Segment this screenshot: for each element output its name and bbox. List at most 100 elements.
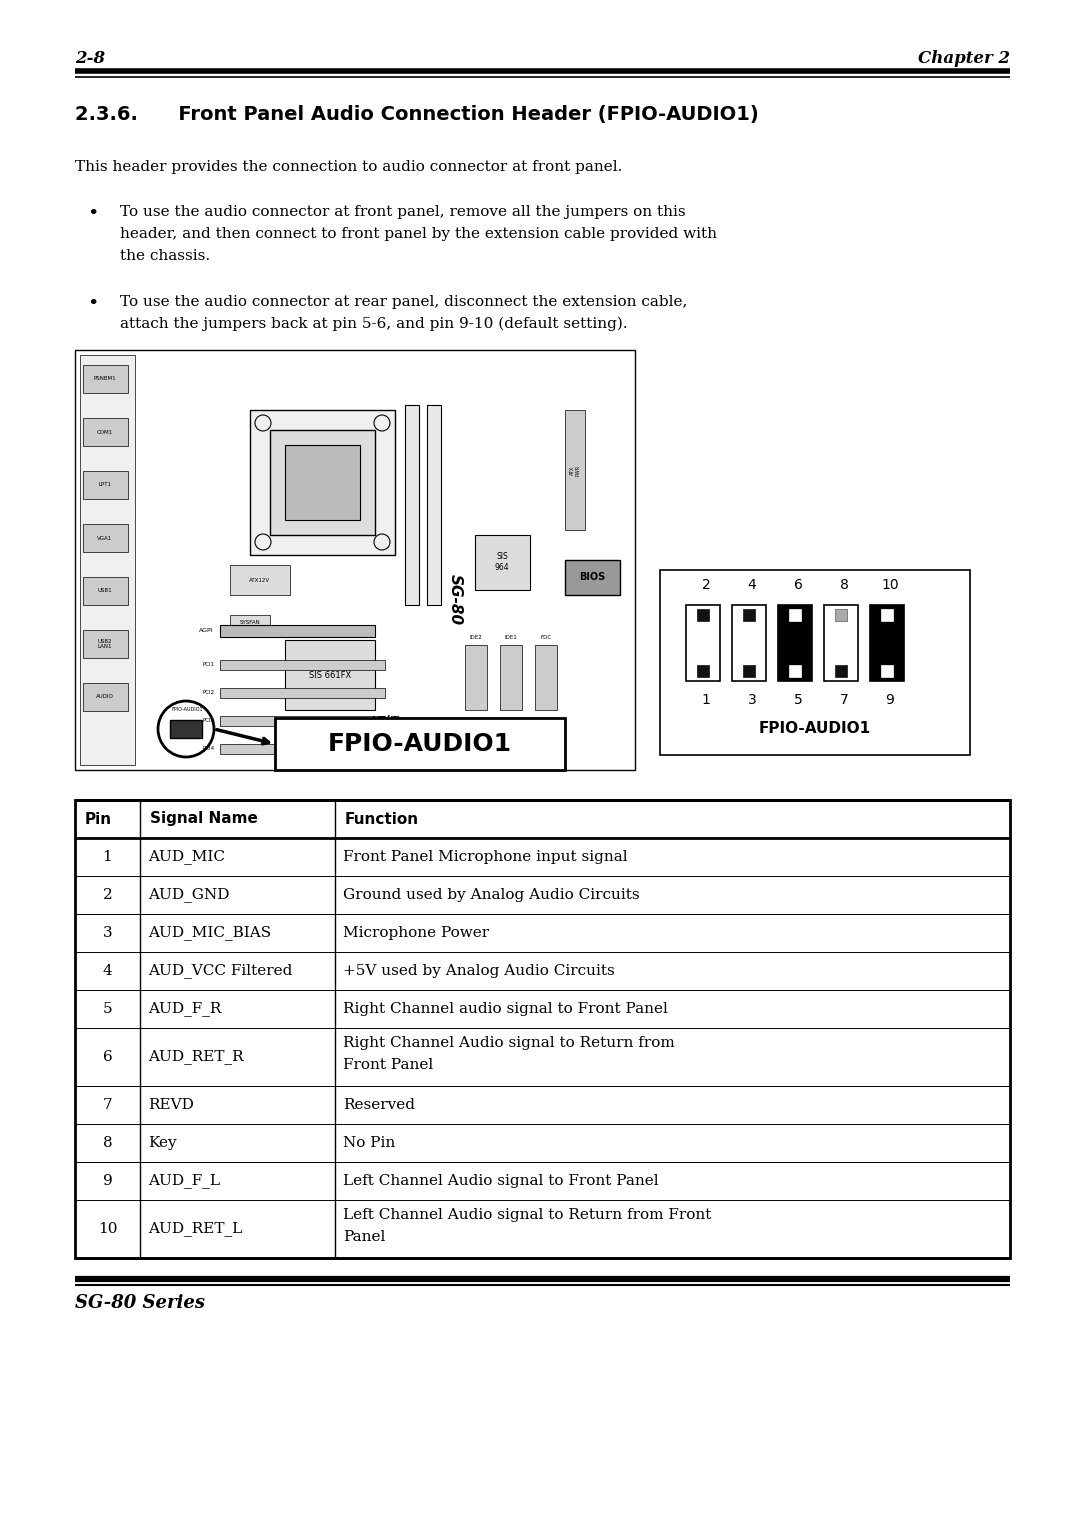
Text: 2: 2 bbox=[702, 578, 711, 592]
Bar bbox=[535, 645, 557, 709]
Bar bbox=[230, 615, 270, 630]
Bar bbox=[75, 800, 1010, 1258]
Text: 8: 8 bbox=[103, 1136, 112, 1150]
Text: No Pin: No Pin bbox=[343, 1136, 395, 1150]
Text: ABiT.: ABiT. bbox=[368, 714, 402, 725]
Bar bbox=[835, 665, 847, 677]
Text: 7: 7 bbox=[839, 693, 849, 706]
Bar bbox=[427, 405, 441, 605]
Bar bbox=[75, 350, 635, 771]
Bar bbox=[285, 445, 360, 520]
Text: 8: 8 bbox=[839, 578, 849, 592]
Bar bbox=[565, 560, 620, 595]
Text: •: • bbox=[87, 295, 98, 313]
Text: SIS 661FX: SIS 661FX bbox=[309, 671, 351, 679]
Text: Function: Function bbox=[345, 812, 419, 827]
Bar bbox=[465, 645, 487, 709]
Text: IDE2: IDE2 bbox=[470, 635, 483, 641]
Text: 3: 3 bbox=[103, 927, 112, 940]
Bar bbox=[789, 609, 801, 621]
Text: COM1: COM1 bbox=[97, 430, 113, 434]
Text: IDE1: IDE1 bbox=[504, 635, 517, 641]
Text: 6: 6 bbox=[794, 578, 802, 592]
Text: the chassis.: the chassis. bbox=[120, 249, 211, 263]
Text: Ground used by Analog Audio Circuits: Ground used by Analog Audio Circuits bbox=[343, 888, 639, 902]
Text: USB1: USB1 bbox=[97, 589, 112, 593]
Text: 2: 2 bbox=[103, 888, 112, 902]
Text: Left Channel Audio signal to Front Panel: Left Channel Audio signal to Front Panel bbox=[343, 1174, 659, 1188]
Text: Chapter 2: Chapter 2 bbox=[918, 50, 1010, 67]
Text: To use the audio connector at rear panel, disconnect the extension cable,: To use the audio connector at rear panel… bbox=[120, 295, 687, 309]
Text: Reserved: Reserved bbox=[343, 1098, 415, 1112]
Bar bbox=[270, 430, 375, 535]
Bar bbox=[405, 405, 419, 605]
Bar bbox=[220, 625, 375, 638]
Bar bbox=[230, 566, 291, 595]
Bar bbox=[285, 641, 375, 709]
Bar bbox=[881, 609, 893, 621]
Bar bbox=[697, 609, 708, 621]
Text: AUD_RET_R: AUD_RET_R bbox=[148, 1049, 244, 1064]
Bar bbox=[686, 605, 720, 680]
Bar bbox=[83, 576, 129, 605]
Text: AUD_F_L: AUD_F_L bbox=[148, 1174, 220, 1188]
Text: Pin: Pin bbox=[85, 812, 112, 827]
Bar bbox=[220, 716, 384, 726]
Text: AUDIO: AUDIO bbox=[96, 694, 113, 699]
Bar bbox=[83, 471, 129, 498]
Text: 1: 1 bbox=[702, 693, 711, 706]
Text: 1: 1 bbox=[103, 850, 112, 864]
Bar bbox=[565, 410, 585, 531]
Text: header, and then connect to front panel by the extension cable provided with: header, and then connect to front panel … bbox=[120, 226, 717, 242]
Text: Microphone Power: Microphone Power bbox=[343, 927, 489, 940]
Text: Right Channel Audio signal to Return from: Right Channel Audio signal to Return fro… bbox=[343, 1037, 675, 1050]
Text: LPT1: LPT1 bbox=[98, 483, 111, 488]
Text: 7: 7 bbox=[103, 1098, 112, 1112]
Bar bbox=[275, 719, 565, 771]
Text: FDC: FDC bbox=[540, 635, 552, 641]
Bar bbox=[170, 720, 202, 739]
Bar bbox=[220, 688, 384, 699]
Text: 4: 4 bbox=[103, 963, 112, 979]
Bar bbox=[500, 645, 522, 709]
Bar bbox=[824, 605, 858, 680]
Text: +5V used by Analog Audio Circuits: +5V used by Analog Audio Circuits bbox=[343, 963, 615, 979]
Text: PCI4: PCI4 bbox=[203, 746, 215, 751]
Bar bbox=[83, 365, 129, 393]
Text: Left Channel Audio signal to Return from Front: Left Channel Audio signal to Return from… bbox=[343, 1208, 712, 1222]
Text: 5: 5 bbox=[794, 693, 802, 706]
Bar bbox=[80, 355, 135, 764]
Text: AUD_MIC: AUD_MIC bbox=[148, 850, 225, 864]
Bar bbox=[83, 417, 129, 446]
Text: 2-8: 2-8 bbox=[75, 50, 105, 67]
Text: AUD_VCC Filtered: AUD_VCC Filtered bbox=[148, 963, 293, 979]
Text: BIOS: BIOS bbox=[579, 572, 605, 583]
Text: ATX12V: ATX12V bbox=[249, 578, 271, 583]
Bar bbox=[835, 609, 847, 621]
Text: 9: 9 bbox=[103, 1174, 112, 1188]
Text: Signal Name: Signal Name bbox=[150, 812, 258, 827]
Bar bbox=[83, 524, 129, 552]
Text: PCI2: PCI2 bbox=[203, 691, 215, 696]
Text: •: • bbox=[87, 205, 98, 223]
Text: Front Panel: Front Panel bbox=[343, 1058, 433, 1072]
Text: AUD_F_R: AUD_F_R bbox=[148, 1001, 221, 1017]
Text: This header provides the connection to audio connector at front panel.: This header provides the connection to a… bbox=[75, 161, 622, 174]
Bar bbox=[835, 609, 847, 621]
Text: AUD_GND: AUD_GND bbox=[148, 887, 229, 902]
Bar bbox=[743, 609, 755, 621]
Bar bbox=[83, 683, 129, 711]
Bar bbox=[732, 605, 766, 680]
Text: 5: 5 bbox=[103, 1001, 112, 1015]
Text: FPIO-AUDIO1: FPIO-AUDIO1 bbox=[759, 722, 872, 735]
Text: SG-80 Series: SG-80 Series bbox=[75, 1294, 205, 1312]
Text: VGA1: VGA1 bbox=[97, 535, 112, 540]
Text: attach the jumpers back at pin 5-6, and pin 9-10 (default setting).: attach the jumpers back at pin 5-6, and … bbox=[120, 317, 627, 332]
Text: Right Channel audio signal to Front Panel: Right Channel audio signal to Front Pane… bbox=[343, 1001, 667, 1015]
Bar bbox=[475, 535, 530, 590]
Bar bbox=[220, 745, 384, 754]
Text: REVD: REVD bbox=[148, 1098, 194, 1112]
Text: 9: 9 bbox=[886, 693, 894, 706]
Bar bbox=[249, 410, 395, 555]
Text: 2.3.6.      Front Panel Audio Connection Header (FPIO-AUDIO1): 2.3.6. Front Panel Audio Connection Head… bbox=[75, 106, 759, 124]
